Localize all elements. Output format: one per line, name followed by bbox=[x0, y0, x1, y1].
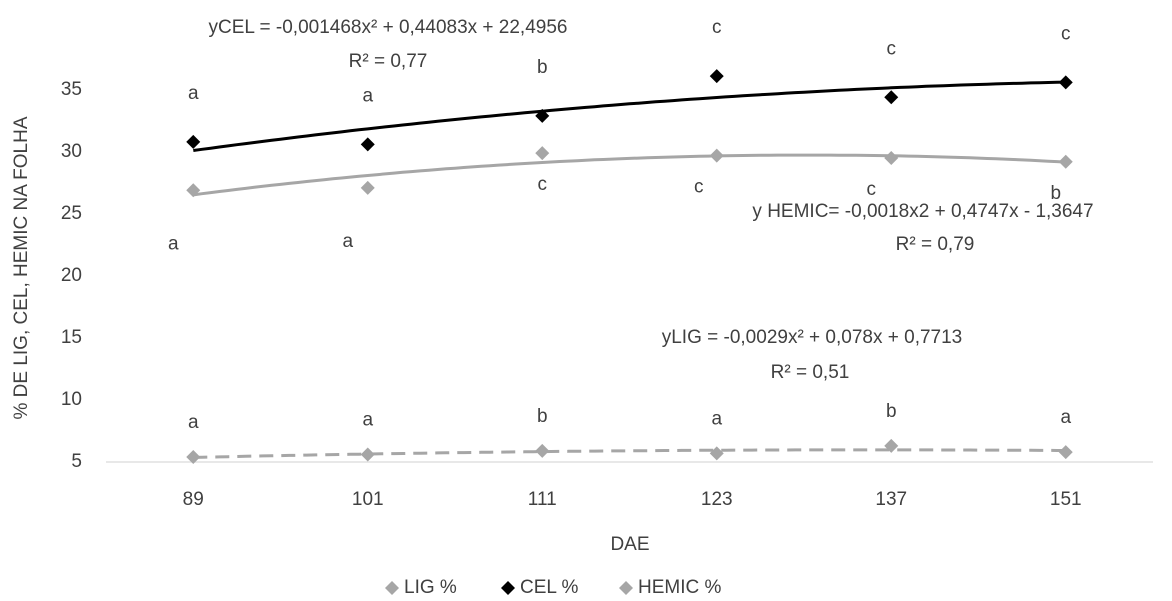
data-point bbox=[709, 446, 724, 461]
significance-letter: c bbox=[867, 179, 877, 200]
significance-letter: a bbox=[168, 233, 179, 254]
equation-annotation: yLIG = -0,0029x² + 0,078x + 0,7713 bbox=[662, 327, 963, 348]
legend-marker bbox=[385, 581, 399, 595]
x-tick-label: 89 bbox=[183, 489, 204, 510]
legend-label: LIG % bbox=[404, 577, 457, 598]
x-tick-label: 137 bbox=[875, 489, 907, 510]
significance-letter: c bbox=[538, 174, 548, 195]
data-point bbox=[186, 134, 201, 149]
x-tick-label: 123 bbox=[701, 489, 733, 510]
significance-letter: c bbox=[887, 38, 897, 59]
y-tick-label: 25 bbox=[61, 203, 82, 224]
data-point bbox=[360, 447, 375, 462]
x-tick-label: 151 bbox=[1050, 489, 1082, 510]
data-point bbox=[535, 146, 550, 161]
significance-letter: c bbox=[712, 17, 722, 38]
legend-marker bbox=[501, 581, 515, 595]
data-point bbox=[360, 180, 375, 195]
trendline bbox=[193, 448, 1066, 459]
significance-letter: b bbox=[537, 406, 548, 427]
trendline bbox=[193, 153, 1066, 197]
equation-annotation: yCEL = -0,001468x² + 0,44083x + 22,4956 bbox=[209, 17, 568, 38]
significance-letter: a bbox=[342, 231, 353, 252]
y-tick-label: 5 bbox=[71, 451, 82, 472]
significance-letter: a bbox=[362, 85, 373, 106]
y-tick-label: 15 bbox=[61, 327, 82, 348]
data-point bbox=[884, 90, 899, 105]
significance-letter: b bbox=[537, 57, 548, 78]
significance-letter: a bbox=[188, 412, 199, 433]
data-point bbox=[709, 69, 724, 84]
y-tick-label: 30 bbox=[61, 141, 82, 162]
x-tick-label: 101 bbox=[352, 489, 384, 510]
y-tick-label: 10 bbox=[61, 389, 82, 410]
legend-marker bbox=[619, 581, 633, 595]
trendline bbox=[193, 80, 1066, 152]
significance-letter: c bbox=[1061, 23, 1071, 44]
data-point bbox=[709, 148, 724, 163]
y-tick-label: 20 bbox=[61, 265, 82, 286]
data-point bbox=[1058, 75, 1073, 90]
y-tick-label: 35 bbox=[61, 79, 82, 100]
equation-annotation: R² = 0,79 bbox=[896, 234, 975, 255]
data-point bbox=[186, 450, 201, 465]
equation-annotation: R² = 0,77 bbox=[349, 51, 428, 72]
equation-annotation: y HEMIC= -0,0018x2 + 0,4747x - 1,3647 bbox=[752, 201, 1093, 222]
data-point bbox=[360, 137, 375, 152]
legend-label: CEL % bbox=[520, 577, 579, 598]
y-axis-label: % DE LIG, CEL, HEMIC NA FOLHA bbox=[11, 116, 32, 419]
significance-letter: a bbox=[711, 408, 722, 429]
data-point bbox=[884, 151, 899, 166]
significance-letter: b bbox=[886, 401, 897, 422]
equation-annotation: R² = 0,51 bbox=[771, 362, 850, 383]
data-point bbox=[1058, 445, 1073, 460]
significance-letter: a bbox=[1060, 407, 1071, 428]
legend-label: HEMIC % bbox=[638, 577, 722, 598]
significance-letter: a bbox=[188, 83, 199, 104]
significance-letter: b bbox=[1050, 183, 1061, 204]
x-tick-label: 111 bbox=[528, 489, 557, 510]
data-point bbox=[884, 438, 899, 453]
data-point bbox=[1058, 154, 1073, 169]
data-point bbox=[535, 108, 550, 123]
significance-letter: c bbox=[694, 177, 704, 198]
significance-letter: a bbox=[362, 410, 373, 431]
x-axis-label: DAE bbox=[610, 534, 649, 555]
data-point bbox=[186, 183, 201, 198]
data-point bbox=[535, 443, 550, 458]
